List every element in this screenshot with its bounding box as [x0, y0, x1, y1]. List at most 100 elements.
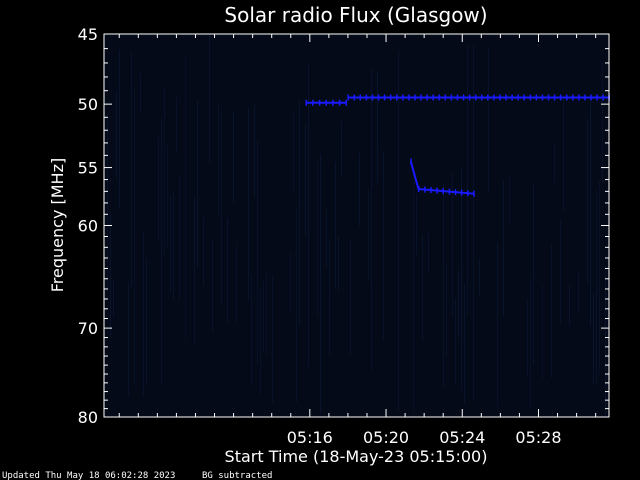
noise-streak: [173, 191, 174, 300]
signal-tick: [547, 94, 550, 101]
noise-streak: [368, 189, 369, 282]
noise-streak: [248, 108, 249, 299]
noise-streak: [176, 97, 177, 153]
signal-tick: [332, 99, 334, 106]
y-tick-label: 50: [78, 95, 98, 114]
noise-streak: [257, 139, 258, 365]
signal-tick: [359, 94, 362, 101]
signal-tick: [499, 94, 501, 101]
signal-tick: [529, 94, 532, 101]
signal-tick: [436, 187, 438, 194]
noise-streak: [266, 272, 267, 356]
signal-tick: [511, 94, 513, 101]
noise-streak: [371, 67, 372, 371]
noise-streak: [464, 284, 465, 404]
noise-streak: [254, 102, 255, 198]
signal-tick: [414, 94, 416, 101]
noise-streak: [317, 160, 318, 317]
x-axis-label: Start Time (18-May-23 05:15:00): [225, 447, 488, 466]
signal-tick: [468, 94, 471, 101]
signal-tick: [456, 94, 459, 101]
signal-tick: [517, 94, 519, 101]
signal-tick: [430, 187, 432, 194]
spectrogram-signal: [305, 94, 610, 197]
y-tick-label: 80: [78, 408, 98, 427]
signal-tick: [553, 94, 556, 101]
signal-tick: [365, 94, 368, 101]
signal-tick: [318, 99, 321, 106]
chart-title: Solar radio Flux (Glasgow): [224, 3, 487, 27]
noise-streak: [359, 153, 360, 226]
signal-tick: [389, 94, 392, 101]
signal-tick: [444, 94, 447, 101]
noise-streak: [233, 111, 234, 203]
signal-tick: [454, 189, 457, 196]
signal-tick: [460, 189, 463, 196]
signal-tick: [480, 94, 483, 101]
signal-tick: [523, 94, 525, 101]
noise-streak: [590, 100, 591, 326]
noise-streak: [383, 151, 384, 342]
signal-tick: [305, 99, 307, 106]
noise-streak: [461, 167, 462, 391]
noise-streak: [161, 117, 162, 384]
noise-streak: [299, 99, 300, 326]
signal-tick: [371, 94, 374, 101]
signal-line: [418, 188, 474, 195]
y-axis-label: Frequency [MHz]: [48, 158, 67, 292]
signal-tick: [325, 99, 328, 106]
noise-streak: [212, 239, 213, 334]
signal-tick: [347, 94, 349, 101]
signal-tick: [578, 94, 580, 101]
signal-tick: [474, 94, 477, 101]
noise-streak: [326, 208, 327, 268]
noise-streak: [164, 87, 165, 257]
signal-tick: [442, 188, 444, 195]
noise-streak: [185, 55, 186, 342]
noise-streak: [530, 277, 531, 410]
noise-streak: [497, 242, 498, 407]
noise-streak: [350, 239, 351, 355]
noise-streak: [113, 279, 114, 318]
signal-tick: [450, 94, 453, 101]
signal-tick: [493, 94, 495, 101]
noise-streak: [605, 265, 606, 417]
signal-tick: [402, 94, 404, 101]
signal-tick: [596, 94, 598, 101]
signal-tick: [473, 190, 475, 197]
y-tick-label: 45: [78, 25, 98, 44]
signal-tick: [487, 94, 489, 101]
signal-tick: [584, 94, 586, 101]
x-tick-label: 05:24: [439, 428, 485, 447]
noise-streak: [227, 218, 228, 324]
noise-streak: [416, 194, 417, 255]
noise-streak: [527, 298, 528, 376]
signal-tick: [426, 94, 428, 101]
noise-streak: [128, 281, 129, 397]
signal-tick: [312, 99, 314, 106]
signal-tick: [345, 99, 348, 106]
noise-streak: [293, 110, 294, 192]
signal-line: [409, 161, 420, 190]
signal-tick: [377, 94, 380, 101]
noise-streak: [203, 216, 204, 286]
signal-tick: [408, 94, 410, 101]
footer-updated: Updated Thu May 18 06:02:28 2023: [2, 471, 175, 480]
noise-streak: [377, 71, 378, 184]
noise-streak: [596, 190, 597, 385]
noise-streak: [296, 206, 297, 403]
signal-tick: [448, 188, 451, 195]
noise-streak: [563, 96, 564, 211]
signal-tick: [541, 94, 544, 101]
noise-streak: [341, 121, 342, 177]
noise-streak: [158, 136, 159, 242]
noise-streak: [551, 244, 552, 378]
noise-streak: [134, 88, 135, 385]
signal-tick: [505, 94, 507, 101]
noise-streak: [209, 34, 210, 165]
noise-streak: [533, 184, 534, 365]
signal-tick: [417, 186, 420, 193]
signal-tick: [420, 94, 422, 101]
noise-streak: [110, 214, 111, 336]
